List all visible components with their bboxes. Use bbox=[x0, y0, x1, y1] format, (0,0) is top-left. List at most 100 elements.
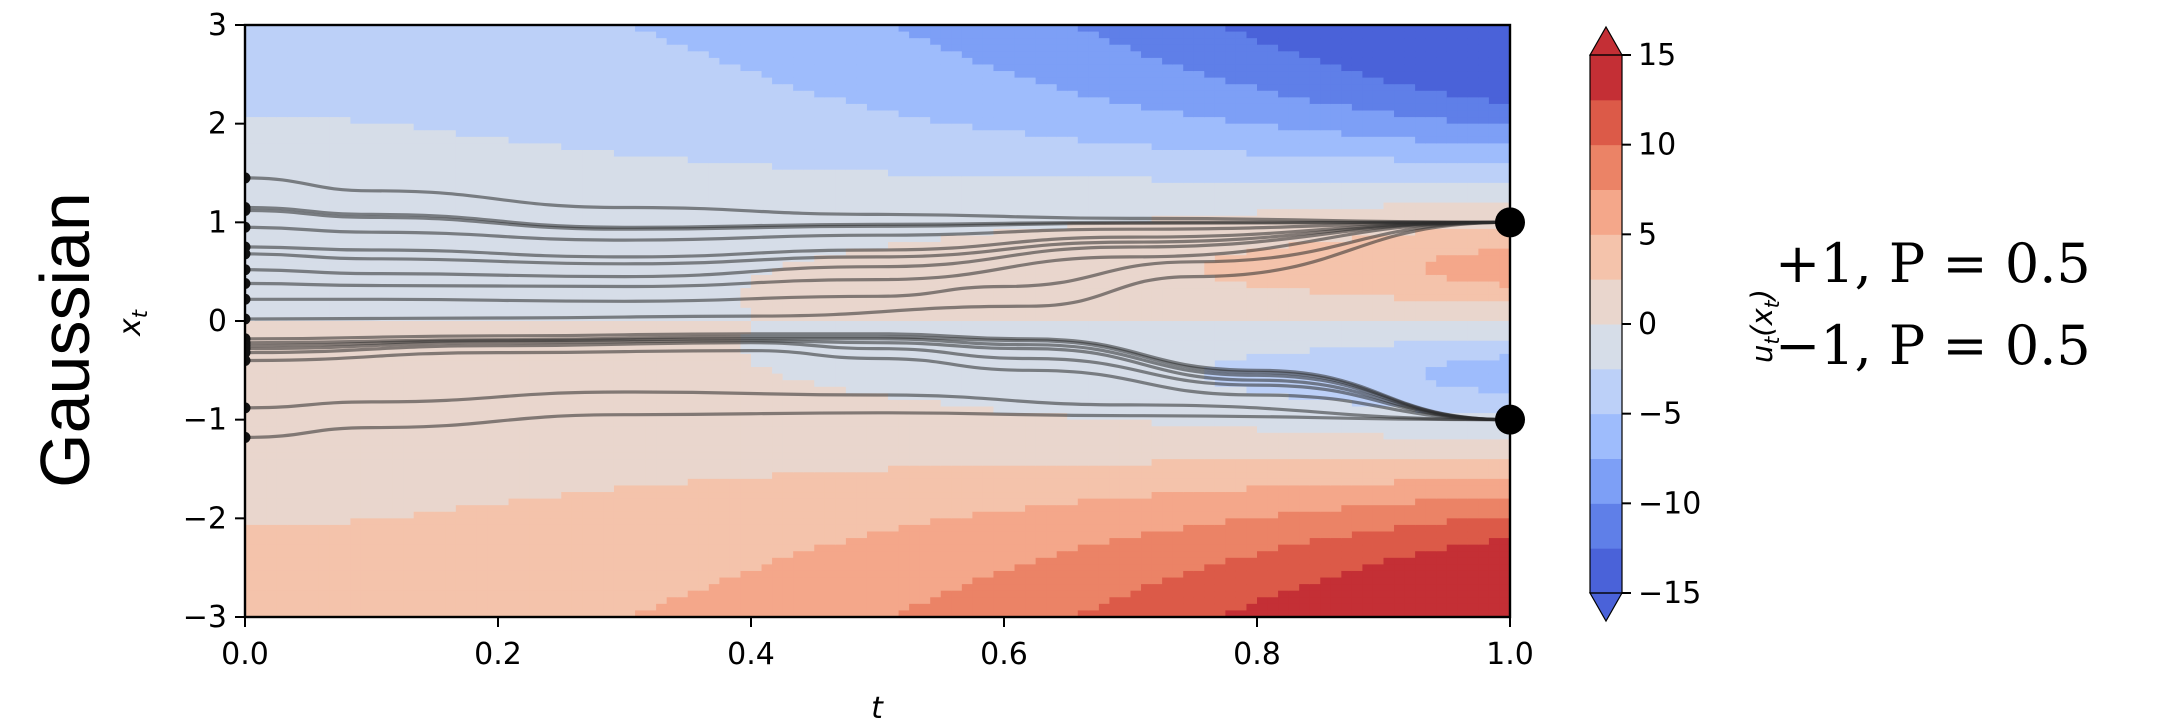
contour-cell bbox=[687, 71, 699, 79]
contour-cell bbox=[666, 367, 678, 375]
contour-cell bbox=[571, 564, 583, 572]
contour-cell bbox=[519, 182, 531, 191]
contour-cell bbox=[603, 38, 615, 46]
contour-cell bbox=[266, 268, 278, 276]
contour-cell bbox=[677, 261, 689, 269]
contour-cell bbox=[656, 228, 668, 237]
contour-cell bbox=[677, 419, 689, 427]
contour-cell bbox=[571, 84, 583, 92]
contour-cell bbox=[677, 413, 689, 421]
contour-cell bbox=[276, 97, 288, 105]
contour-cell bbox=[413, 386, 425, 394]
contour-cell bbox=[677, 163, 689, 171]
contour-cell bbox=[413, 38, 425, 46]
contour-cell bbox=[382, 143, 394, 151]
contour-cell bbox=[582, 130, 594, 138]
contour-cell bbox=[540, 610, 552, 617]
contour-cell bbox=[772, 44, 784, 52]
contour-cell bbox=[392, 77, 404, 85]
contour-cell bbox=[245, 182, 257, 191]
contour-cell bbox=[687, 261, 699, 269]
contour-cell bbox=[550, 557, 562, 565]
contour-cell bbox=[740, 426, 752, 434]
contour-cell bbox=[793, 288, 805, 296]
contour-cell bbox=[350, 110, 362, 118]
contour-cell bbox=[245, 228, 257, 237]
contour-cell bbox=[318, 117, 330, 125]
contour-cell bbox=[803, 584, 815, 592]
contour-cell bbox=[677, 44, 689, 52]
contour-cell bbox=[318, 64, 330, 72]
contour-cell bbox=[635, 248, 647, 256]
contour-cell bbox=[360, 360, 373, 368]
contour-cell bbox=[297, 459, 309, 467]
contour-cell bbox=[529, 136, 541, 144]
contour-cell bbox=[761, 202, 773, 210]
contour-cell bbox=[371, 44, 383, 52]
contour-cell bbox=[287, 31, 299, 39]
contour-cell bbox=[677, 38, 689, 46]
contour-cell bbox=[455, 176, 467, 184]
contour-cell bbox=[350, 248, 362, 256]
contour-cell bbox=[814, 110, 826, 118]
contour-cell bbox=[455, 610, 467, 617]
contour-cell bbox=[677, 557, 689, 565]
contour-cell bbox=[719, 459, 731, 467]
contour-cell bbox=[255, 610, 267, 617]
contour-cell bbox=[255, 130, 267, 138]
contour-cell bbox=[561, 268, 573, 276]
contour-cell bbox=[329, 498, 341, 506]
contour-cell bbox=[719, 590, 731, 598]
contour-cell bbox=[403, 103, 415, 112]
contour-cell bbox=[371, 163, 383, 171]
contour-cell bbox=[308, 570, 320, 579]
contour-cell bbox=[582, 288, 594, 296]
contour-cell bbox=[782, 149, 794, 158]
contour-cell bbox=[392, 445, 404, 454]
contour-cell bbox=[339, 551, 352, 559]
contour-cell bbox=[708, 288, 720, 296]
contour-cell bbox=[582, 196, 594, 204]
contour-cell bbox=[455, 472, 467, 480]
contour-cell bbox=[698, 380, 710, 388]
contour-cell bbox=[635, 25, 647, 33]
contour-cell bbox=[561, 143, 573, 151]
contour-cell bbox=[698, 465, 710, 473]
contour-cell bbox=[793, 215, 805, 223]
contour-cell bbox=[413, 57, 425, 66]
contour-cell bbox=[276, 360, 288, 368]
contour-cell bbox=[329, 130, 341, 138]
contour-cell bbox=[814, 307, 826, 316]
contour-cell bbox=[698, 176, 710, 184]
contour-cell bbox=[476, 584, 489, 592]
contour-cell bbox=[382, 123, 394, 131]
contour-cell bbox=[624, 492, 636, 500]
contour-cell bbox=[266, 413, 278, 421]
contour-cell bbox=[550, 393, 562, 401]
contour-cell bbox=[645, 584, 657, 592]
contour-cell bbox=[782, 386, 794, 394]
contour-cell bbox=[403, 577, 415, 585]
contour-cell bbox=[508, 163, 520, 171]
contour-cell bbox=[371, 472, 383, 480]
contour-cell bbox=[413, 301, 425, 309]
contour-cell bbox=[729, 367, 742, 375]
contour-cell bbox=[656, 498, 668, 506]
contour-cell bbox=[424, 531, 436, 539]
contour-cell bbox=[782, 459, 794, 467]
contour-cell bbox=[382, 136, 394, 144]
contour-cell bbox=[613, 38, 626, 46]
contour-cell bbox=[592, 156, 605, 164]
contour-cell bbox=[476, 51, 489, 59]
contour-cell bbox=[392, 524, 404, 533]
contour-cell bbox=[550, 544, 562, 552]
contour-cell bbox=[719, 215, 731, 223]
contour-cell bbox=[698, 393, 710, 401]
contour-cell bbox=[592, 603, 605, 612]
contour-cell bbox=[624, 393, 636, 401]
contour-cell bbox=[529, 360, 541, 368]
contour-cell bbox=[266, 235, 278, 243]
contour-cell bbox=[276, 590, 288, 598]
contour-cell bbox=[508, 380, 520, 388]
contour-cell bbox=[360, 242, 373, 250]
